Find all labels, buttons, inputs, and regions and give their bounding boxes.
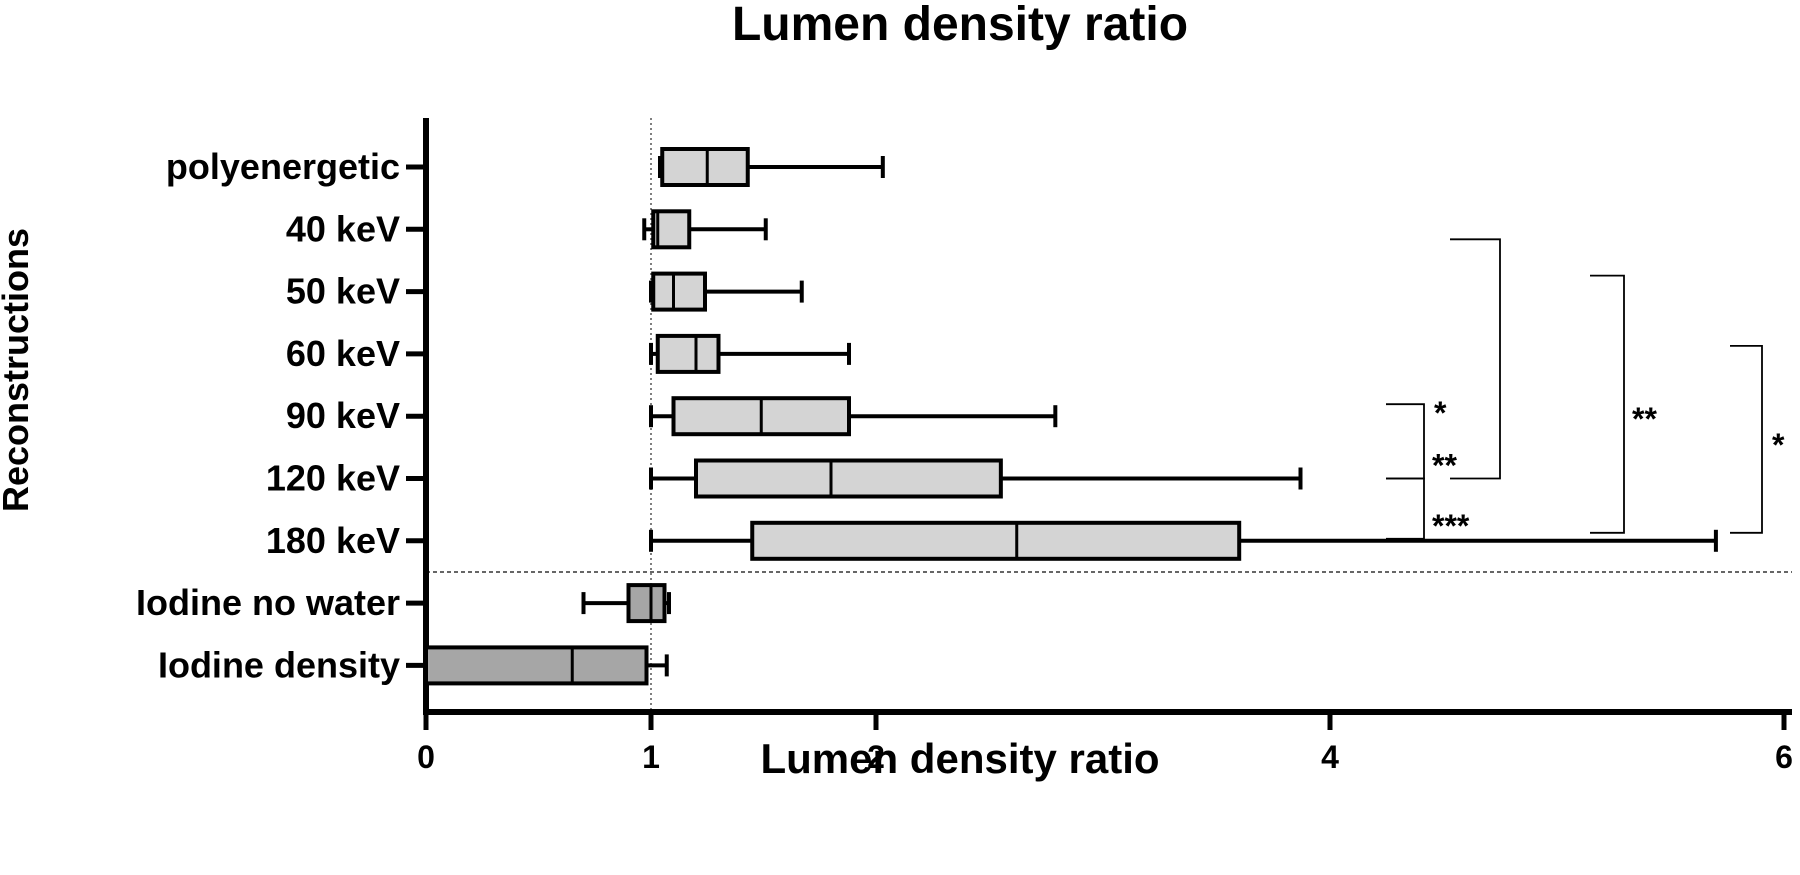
box	[655, 333, 721, 374]
significance-label: *	[1434, 395, 1447, 431]
y-tick-label: 180 keV	[266, 520, 400, 561]
x-tick-label: 6	[1775, 739, 1793, 775]
box	[424, 645, 649, 686]
y-axis-label: Reconstructions	[0, 228, 36, 512]
y-tick-label: 40 keV	[286, 208, 400, 249]
x-axis-label: Lumen density ratio	[760, 735, 1159, 782]
y-tick-label: Iodine density	[158, 644, 400, 685]
box	[660, 147, 750, 187]
box	[651, 271, 707, 312]
significance-label: **	[1432, 448, 1457, 484]
chart-title: Lumen density ratio	[732, 0, 1188, 51]
x-tick-label: 1	[642, 739, 660, 775]
box	[694, 458, 1003, 499]
x-tick-label: 0	[417, 739, 435, 775]
significance-bracket	[1730, 344, 1763, 534]
significance-label: *	[1772, 427, 1785, 463]
y-tick-label: Iodine no water	[136, 582, 400, 623]
significance-bracket	[1386, 477, 1425, 540]
x-tick-label: 4	[1321, 739, 1339, 775]
y-tick-label: polyenergetic	[166, 146, 400, 187]
x-tick-label: 2	[867, 739, 885, 775]
y-tick-label: 90 keV	[286, 395, 400, 436]
significance-label: **	[1632, 401, 1657, 437]
significance-bracket	[1386, 403, 1425, 480]
y-tick-label: 50 keV	[286, 271, 400, 312]
box	[626, 583, 667, 624]
significance-bracket	[1450, 238, 1501, 480]
y-tick-label: 120 keV	[266, 458, 400, 499]
box	[750, 520, 1242, 561]
significance-label: ***	[1432, 508, 1470, 544]
y-tick-label: 60 keV	[286, 333, 400, 374]
significance-bracket	[1590, 274, 1625, 534]
plot-area: 0 1 2 4 6 polyenergetic 40 keV 50 keV 60 keV 90 k…	[136, 118, 1793, 775]
